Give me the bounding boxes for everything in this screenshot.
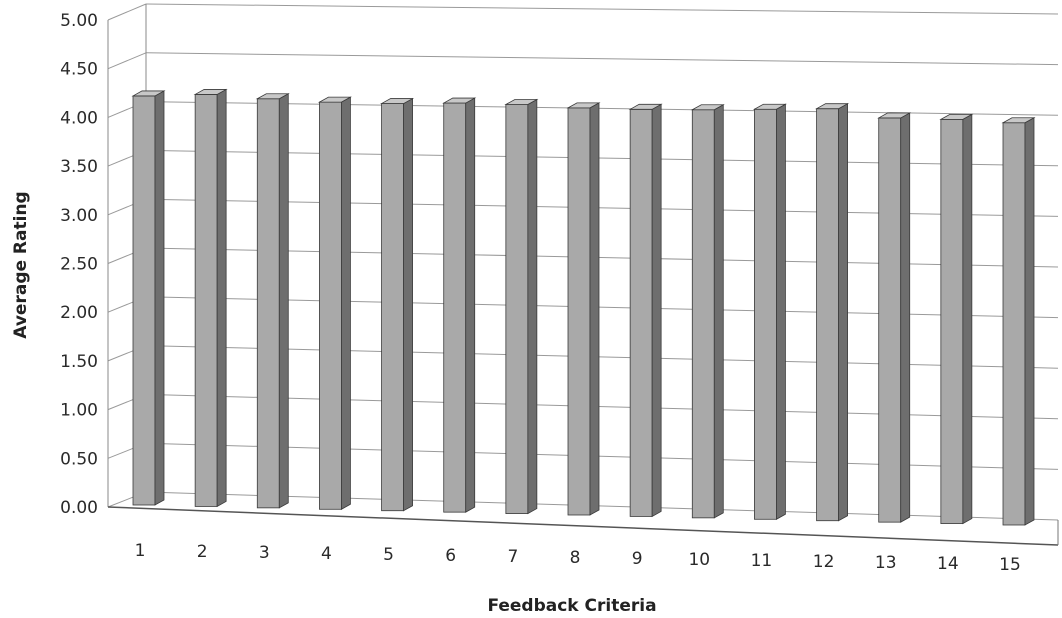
bar-top [690, 104, 725, 111]
gridline [145, 52, 1059, 66]
bar-front [940, 118, 964, 524]
y-tick-label: 0.50 [60, 449, 98, 469]
bar-top [628, 103, 663, 110]
bar-side [589, 102, 600, 516]
bar-top [877, 112, 912, 119]
bar-front [319, 101, 342, 510]
y-tick-label: 3.50 [60, 157, 98, 177]
x-tick-label: 5 [383, 545, 394, 565]
y-tick-label: 2.50 [60, 255, 98, 275]
bar-front [629, 108, 653, 517]
bar-side [776, 103, 786, 520]
x-tick-label: 9 [632, 549, 643, 569]
bar-top [752, 103, 787, 110]
bar [566, 102, 601, 516]
bar-top [317, 96, 352, 103]
bar-front [691, 109, 715, 519]
bar-side [341, 96, 351, 510]
bar-front [878, 117, 902, 523]
bar-side [651, 103, 662, 518]
bar [380, 97, 415, 512]
bar-side [154, 90, 165, 506]
bar-side [403, 97, 413, 512]
y-tick-label: 1.50 [60, 352, 98, 372]
x-tick-label: 2 [197, 542, 208, 562]
bar [752, 103, 787, 520]
bar [628, 103, 663, 518]
x-axis-title: Feedback Criteria [487, 596, 656, 616]
bar-side [1024, 117, 1035, 526]
bar-front [816, 108, 839, 522]
y-tick-label: 2.00 [60, 303, 98, 323]
bar-front [381, 103, 404, 512]
y-tick-label: 5.00 [60, 11, 98, 31]
bar-side [838, 103, 848, 522]
y-tick-label: 0.00 [60, 498, 98, 518]
bar-side [465, 97, 476, 513]
bar-top [131, 90, 166, 97]
bar [504, 98, 539, 515]
bar [1001, 117, 1036, 526]
bar-top [566, 102, 601, 109]
bar-front [132, 95, 156, 506]
bar [442, 97, 477, 513]
bar-front [567, 107, 591, 516]
bar [131, 90, 166, 506]
bar-top [1001, 117, 1036, 124]
bar [690, 104, 725, 519]
x-tick-label: 10 [688, 550, 710, 570]
bar-side [900, 112, 911, 523]
x-tick-label: 7 [507, 547, 518, 567]
bar-top [255, 93, 290, 100]
x-axis: 1 2 3 4 5 6 7 8 9 10 11 12 13 14 15 [135, 541, 1021, 575]
x-tick-label: 12 [813, 552, 835, 572]
bar-side [527, 98, 538, 515]
bar-side [962, 113, 973, 525]
bar [255, 93, 290, 509]
x-tick-label: 14 [937, 554, 959, 574]
x-tick-label: 11 [751, 551, 773, 571]
bar-front [754, 108, 777, 520]
x-tick-label: 13 [875, 553, 897, 573]
y-axis: 0.00 0.50 1.00 1.50 2.00 2.50 3.00 3.50 4.00 4.50… [60, 11, 98, 518]
bar-top [504, 99, 539, 105]
y-axis-title: Average Rating [11, 191, 31, 338]
bar-front [505, 104, 529, 514]
x-tick-label: 4 [321, 544, 332, 564]
bar-top [380, 98, 415, 104]
bar-side [713, 104, 724, 519]
bars [131, 88, 1036, 526]
gridline-depth [107, 3, 147, 21]
x-tick-label: 8 [570, 548, 581, 568]
x-tick-label: 1 [135, 541, 146, 561]
y-tick-label: 3.00 [60, 206, 98, 226]
bar [193, 88, 228, 508]
gridline [145, 3, 1059, 15]
floor-front-edge [107, 506, 1059, 546]
y-tick-label: 1.00 [60, 401, 98, 421]
bar-side [278, 93, 289, 509]
x-tick-label: 6 [445, 546, 456, 566]
bar-top [939, 113, 974, 120]
bar-top [193, 89, 228, 95]
y-tick-label: 4.50 [60, 60, 98, 80]
bar [939, 113, 974, 525]
bar-front [443, 102, 467, 513]
bar-front [194, 94, 218, 507]
y-tick-label: 4.00 [60, 108, 98, 128]
bar-top [815, 103, 850, 110]
bar [877, 112, 912, 523]
x-tick-label: 15 [999, 555, 1021, 575]
bar-side [216, 88, 227, 508]
bar [317, 96, 352, 510]
gridline-depth [107, 52, 147, 70]
bar [815, 103, 850, 522]
x-tick-label: 3 [259, 543, 270, 563]
bar-front [256, 98, 280, 509]
bar-top [442, 97, 477, 104]
bar-front [1002, 122, 1026, 526]
